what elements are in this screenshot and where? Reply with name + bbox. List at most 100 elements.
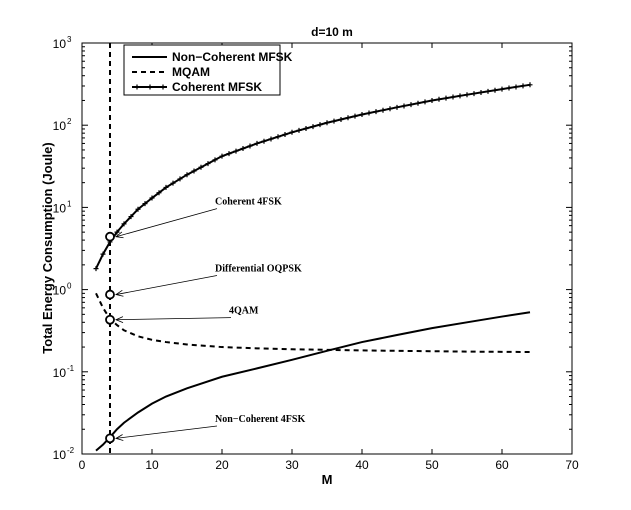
plus-marker	[331, 118, 337, 124]
plus-marker	[296, 127, 302, 133]
plus-marker	[254, 140, 260, 146]
y-tick-exponent: 2	[67, 117, 72, 126]
plus-marker	[317, 122, 323, 128]
circle-marker	[105, 231, 115, 242]
y-tick-label: 10	[53, 201, 67, 215]
plus-marker	[359, 111, 365, 117]
plus-marker	[268, 136, 274, 142]
x-tick-label: 30	[285, 458, 299, 472]
annotation-label: 4QAM	[229, 306, 259, 317]
plus-marker	[527, 82, 533, 88]
series-line-1	[95, 292, 531, 354]
plus-marker	[240, 146, 246, 152]
plus-marker	[345, 115, 351, 121]
plus-marker	[352, 113, 358, 119]
y-tick-label: 10	[53, 448, 67, 462]
x-tick-label: 40	[355, 458, 369, 472]
annotation-label: Non−Coherent 4FSK	[215, 414, 305, 425]
plus-marker	[226, 151, 232, 157]
plot-frame	[81, 42, 573, 455]
plus-marker	[212, 157, 218, 163]
plus-marker	[310, 124, 316, 130]
annotation-arrow-line	[115, 425, 218, 439]
plus-marker	[520, 83, 526, 89]
annotation-arrow-line	[115, 317, 232, 321]
x-tick-label: 10	[145, 458, 159, 472]
x-axis-ticks: 0 10 20 30 40 50 60 70	[79, 43, 579, 472]
plus-marker	[485, 88, 491, 94]
plus-marker	[184, 172, 190, 178]
plus-marker	[422, 99, 428, 105]
plus-marker	[366, 110, 372, 116]
legend-plus-marker	[160, 84, 166, 90]
legend-label-0: Non−Coherent MFSK	[172, 50, 293, 64]
plus-marker	[478, 89, 484, 95]
x-tick-label: 0	[79, 458, 86, 472]
annotation-label: Coherent 4FSK	[215, 197, 282, 208]
plus-marker	[387, 106, 393, 112]
y-tick-exponent: 3	[67, 35, 72, 44]
y-tick-exponent: -1	[67, 364, 75, 373]
annotation-label: Differential OQPSK	[215, 264, 302, 275]
plus-marker	[429, 97, 435, 103]
plus-marker	[163, 184, 169, 190]
plus-marker	[401, 103, 407, 109]
plus-marker	[275, 134, 281, 140]
annotation-arrow-head	[115, 231, 124, 239]
plus-marker	[149, 195, 155, 201]
plus-marker	[380, 107, 386, 113]
chart-title: d=10 m	[311, 25, 353, 39]
plus-marker	[128, 214, 134, 220]
x-axis-label: M	[322, 472, 333, 487]
plus-marker	[177, 176, 183, 182]
plus-marker	[373, 109, 379, 115]
x-tick-label: 50	[425, 458, 439, 472]
y-tick-label: 10	[53, 119, 67, 133]
plus-marker	[513, 84, 519, 90]
series-layer	[93, 43, 533, 454]
plus-marker	[170, 180, 176, 186]
plus-marker	[114, 229, 120, 235]
x-tick-label: 20	[215, 458, 229, 472]
circle-marker	[105, 433, 115, 444]
y-tick-label: 10	[53, 37, 67, 51]
plus-marker	[324, 120, 330, 126]
y-tick-exponent: -2	[67, 446, 75, 455]
circle-marker	[105, 289, 115, 300]
plus-marker	[142, 201, 148, 207]
y-tick-label: 10	[53, 284, 67, 298]
plus-marker	[338, 116, 344, 122]
plus-marker	[261, 138, 267, 144]
plus-marker	[100, 251, 106, 257]
y-tick-exponent: 0	[67, 282, 72, 291]
plus-marker	[219, 153, 225, 159]
y-tick-exponent: 1	[67, 199, 72, 208]
plus-marker	[457, 93, 463, 99]
circle-marker	[105, 314, 115, 325]
series-line-0	[95, 311, 531, 452]
plus-marker	[247, 143, 253, 149]
legend-plus-marker	[147, 84, 153, 90]
plus-marker	[303, 125, 309, 131]
annotation-layer: Coherent 4FSK Differential OQPSK 4QAM Non−C…	[114, 197, 305, 441]
plus-marker	[415, 100, 421, 106]
plus-marker	[205, 161, 211, 167]
plus-marker	[492, 87, 498, 93]
plus-marker	[198, 164, 204, 170]
x-tick-label: 60	[495, 458, 509, 472]
plus-marker	[506, 85, 512, 91]
annotation-arrow-line	[115, 208, 218, 238]
plus-marker	[443, 95, 449, 101]
plus-marker	[289, 129, 295, 135]
plus-marker	[233, 148, 239, 154]
y-axis-label: Total Energy Consumption (Joule)	[40, 142, 55, 353]
plus-marker	[450, 94, 456, 100]
x-tick-label: 70	[565, 458, 579, 472]
annotation-arrow-head	[114, 316, 124, 323]
plus-marker	[191, 168, 197, 174]
plus-marker	[499, 86, 505, 92]
legend-label-1: MQAM	[172, 65, 210, 79]
